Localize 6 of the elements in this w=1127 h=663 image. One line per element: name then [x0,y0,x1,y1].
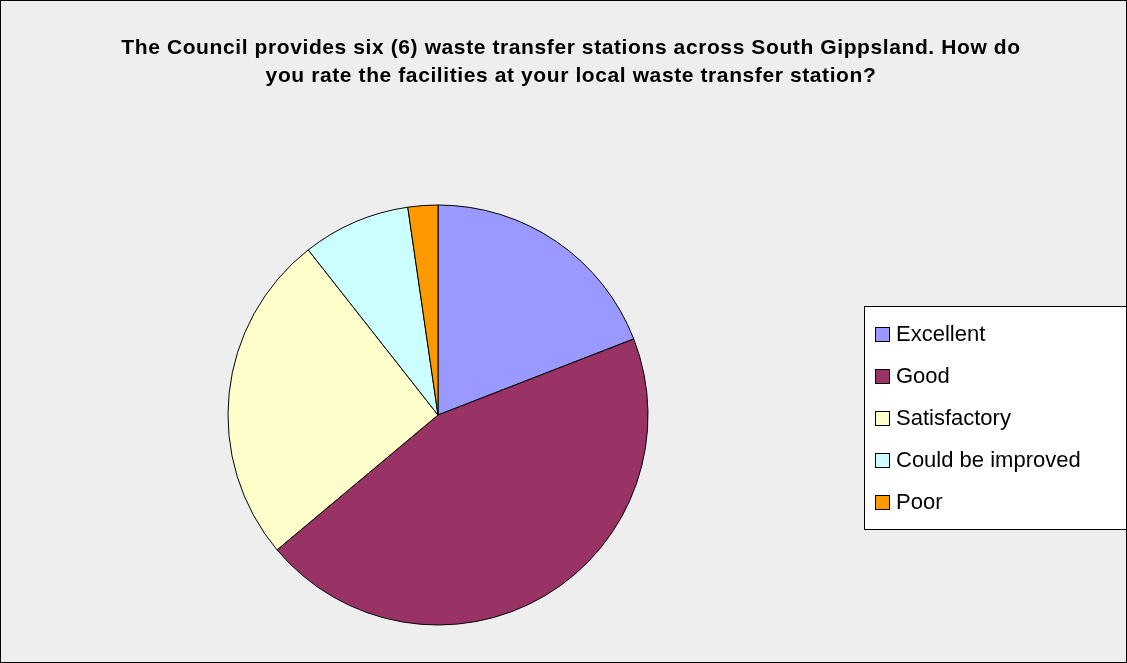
legend-label: Could be improved [896,447,1081,473]
legend-label: Good [896,363,950,389]
legend-label: Excellent [896,321,986,347]
chart-title: The Council provides six (6) waste transfer stations across South Gippsland. How do you rate the facilities at your local waste transfer station? [120,34,1022,88]
legend-label: Poor [896,489,943,515]
legend-label: Satisfactory [896,405,1011,431]
